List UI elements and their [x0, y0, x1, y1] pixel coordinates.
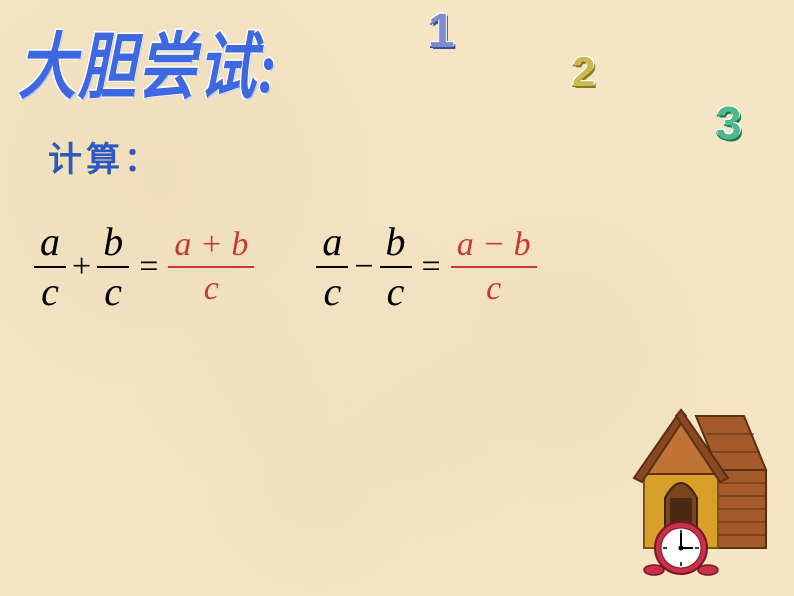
numerator: a − b [451, 228, 537, 266]
fraction-a-over-c: a c [316, 222, 348, 312]
equals-sign: = [129, 248, 168, 286]
equals-sign: = [412, 248, 451, 286]
decorative-number-1: 1 [428, 4, 455, 59]
fraction-result: a − b c [451, 228, 537, 306]
fraction-result: a + b c [168, 228, 254, 306]
numerator: a + b [168, 228, 254, 266]
decorative-number-3: 3 [716, 96, 742, 150]
numerator: b [380, 222, 412, 266]
denominator: c [480, 268, 507, 306]
numerator: a [316, 222, 348, 266]
equation-row: a c + b c = a + b c a c − b c = [34, 222, 537, 312]
fraction-b-over-c: b c [97, 222, 129, 312]
denominator: c [198, 268, 225, 306]
page-subtitle: 计算： [48, 132, 162, 181]
denominator: c [381, 268, 411, 312]
equation-2: a c − b c = a − b c [316, 222, 536, 312]
denominator: c [317, 268, 347, 312]
fraction-b-over-c: b c [380, 222, 412, 312]
equation-1: a c + b c = a + b c [34, 222, 254, 312]
minus-operator: − [348, 248, 379, 286]
house-clock-icon [610, 398, 780, 578]
decorative-number-2: 2 [572, 48, 595, 96]
denominator: c [35, 268, 65, 312]
numerator: b [97, 222, 129, 266]
denominator: c [98, 268, 128, 312]
fraction-a-over-c: a c [34, 222, 66, 312]
numerator: a [34, 222, 66, 266]
plus-operator: + [66, 248, 97, 286]
page-title: 大胆尝试: [18, 8, 279, 113]
